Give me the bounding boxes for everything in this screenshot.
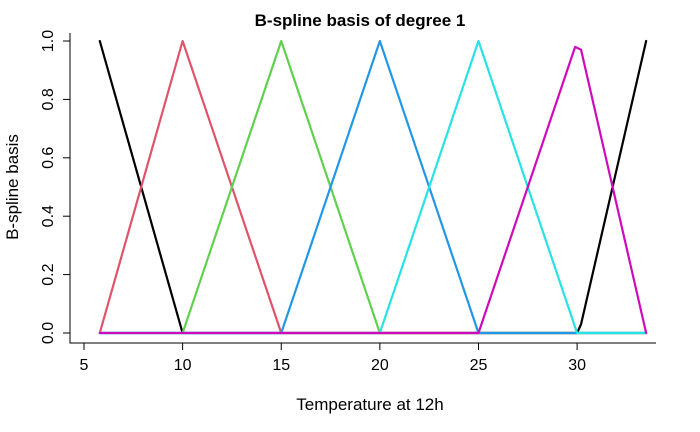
y-tick-label: 0.4 [40,205,57,227]
basis-line-6 [98,45,648,335]
basis-line-3 [98,39,648,335]
x-tick-label: 30 [568,357,586,374]
chart-title: B-spline basis of degree 1 [255,11,466,30]
basis-line-2 [98,39,648,335]
y-tick-label: 0.0 [40,322,57,344]
x-tick-label: 25 [470,357,488,374]
x-tick-label: 10 [174,357,192,374]
y-tick-label: 0.2 [40,263,57,285]
x-tick-label: 15 [272,357,290,374]
axes: 5 10 15 20 25 30 0.0 0.2 0.4 0.6 0.8 1.0 [40,30,656,374]
basis-line-1 [98,39,648,335]
y-axis-label: B-spline basis [3,134,22,240]
y-tick-label: 0.6 [40,147,57,169]
y-tick-label: 1.0 [40,30,57,52]
series-lines [98,39,648,335]
x-tick-label: 20 [371,357,389,374]
x-axis-label: Temperature at 12h [296,395,443,414]
x-tick-label: 5 [80,357,89,374]
y-tick-label: 0.8 [40,88,57,110]
basis-line-5 [98,39,648,335]
plot-frame [69,33,656,344]
basis-line-4 [98,39,648,335]
